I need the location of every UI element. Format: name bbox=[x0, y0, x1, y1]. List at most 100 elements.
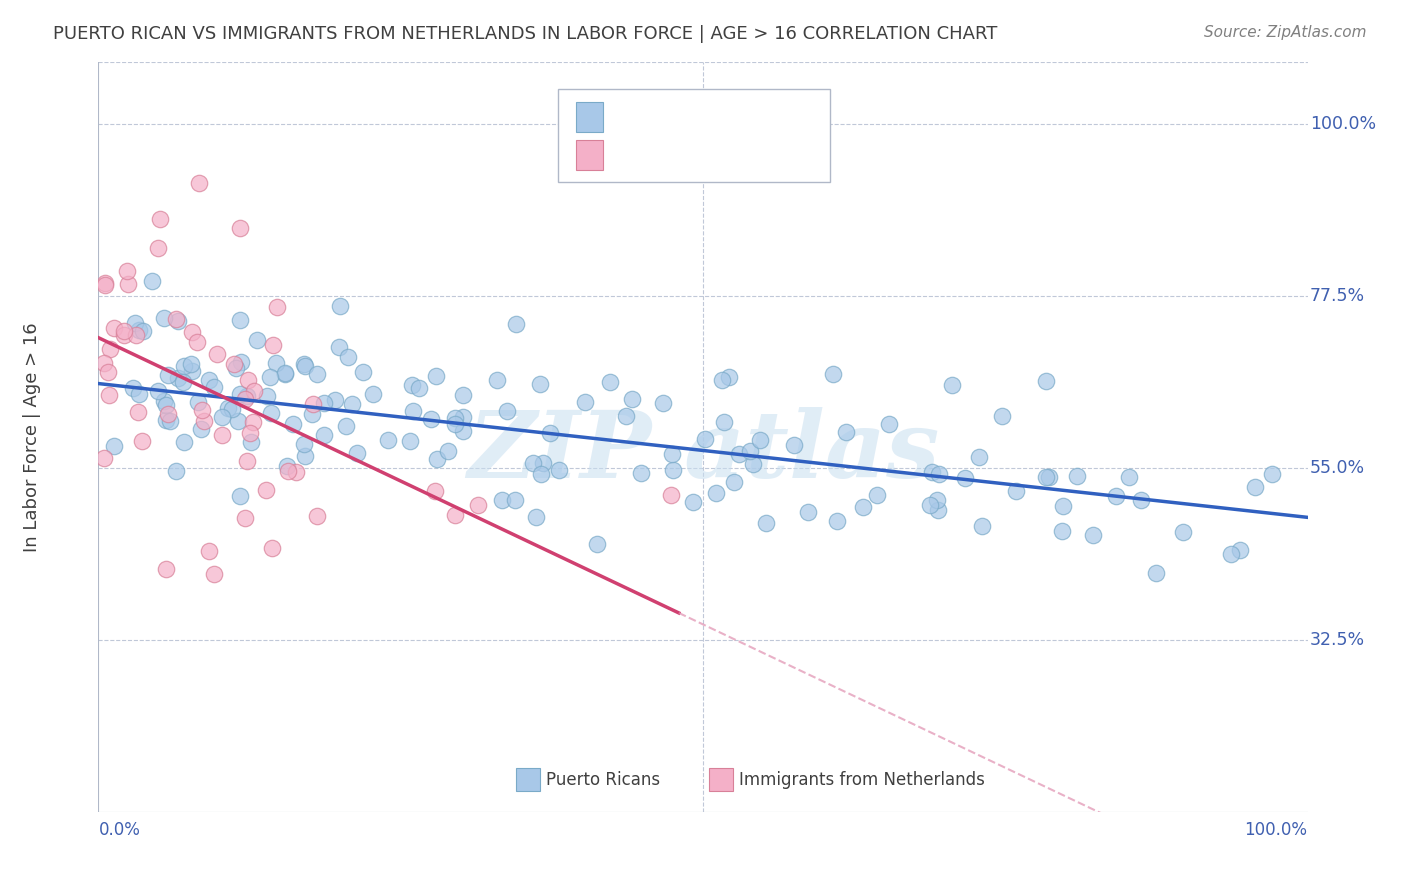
Point bbox=[1050, 524, 1073, 539]
Point bbox=[149, 211, 172, 226]
Point bbox=[165, 464, 187, 478]
Point bbox=[254, 483, 277, 497]
Point bbox=[749, 433, 772, 447]
Point bbox=[132, 324, 155, 338]
Point bbox=[98, 343, 121, 357]
Point bbox=[1229, 543, 1251, 558]
Point bbox=[495, 404, 517, 418]
Point bbox=[827, 514, 849, 528]
Point bbox=[266, 301, 288, 315]
Point bbox=[93, 450, 115, 465]
Bar bbox=[709, 768, 734, 790]
Point bbox=[336, 350, 359, 364]
Point bbox=[157, 368, 180, 383]
Text: N = 145: N = 145 bbox=[725, 108, 806, 126]
Point bbox=[834, 425, 856, 439]
Point bbox=[226, 414, 249, 428]
Point bbox=[352, 365, 374, 379]
Point bbox=[955, 471, 977, 485]
Point bbox=[755, 516, 778, 530]
Text: R =: R = bbox=[613, 145, 651, 163]
Point bbox=[682, 495, 704, 509]
Point bbox=[710, 373, 733, 387]
Point bbox=[235, 389, 257, 403]
Point bbox=[524, 510, 547, 524]
Point bbox=[991, 409, 1014, 424]
Point bbox=[659, 487, 682, 501]
Point bbox=[127, 405, 149, 419]
Point bbox=[96, 365, 118, 379]
Point bbox=[713, 415, 735, 429]
Point bbox=[260, 541, 283, 556]
Point bbox=[276, 458, 298, 473]
Point bbox=[225, 360, 247, 375]
Point bbox=[586, 537, 609, 551]
Point bbox=[202, 380, 225, 394]
Point bbox=[284, 466, 307, 480]
Point bbox=[1005, 483, 1028, 498]
Point bbox=[426, 452, 449, 467]
Point bbox=[599, 375, 621, 389]
Text: R =: R = bbox=[613, 108, 651, 126]
Point bbox=[124, 328, 146, 343]
Point bbox=[211, 428, 233, 442]
Point bbox=[797, 505, 820, 519]
Point bbox=[444, 417, 467, 431]
Point bbox=[740, 443, 762, 458]
Point bbox=[305, 367, 328, 381]
Point bbox=[335, 419, 357, 434]
Point bbox=[193, 414, 215, 428]
Point bbox=[211, 410, 233, 425]
Point bbox=[467, 498, 489, 512]
Point bbox=[246, 333, 269, 347]
Point bbox=[717, 370, 740, 384]
Point bbox=[112, 324, 135, 338]
Point bbox=[238, 373, 260, 387]
Point bbox=[486, 373, 509, 387]
Text: Immigrants from Netherlands: Immigrants from Netherlands bbox=[740, 771, 986, 789]
Point bbox=[967, 450, 990, 464]
Point bbox=[190, 422, 212, 436]
Point bbox=[503, 492, 526, 507]
Text: 0.0%: 0.0% bbox=[98, 821, 141, 838]
Point bbox=[436, 443, 458, 458]
Point bbox=[402, 404, 425, 418]
Point bbox=[112, 327, 135, 342]
Point bbox=[188, 176, 211, 190]
Point bbox=[256, 389, 278, 403]
Point bbox=[159, 414, 181, 428]
Point bbox=[205, 347, 228, 361]
Point bbox=[98, 388, 121, 402]
Point bbox=[186, 334, 208, 349]
Point bbox=[783, 438, 806, 452]
Point bbox=[167, 314, 190, 328]
Point bbox=[198, 543, 221, 558]
Point bbox=[972, 519, 994, 533]
Point bbox=[652, 396, 675, 410]
Point bbox=[728, 447, 751, 461]
Point bbox=[274, 367, 297, 381]
Point bbox=[221, 401, 243, 416]
Point bbox=[229, 386, 252, 401]
Point bbox=[292, 357, 315, 371]
Point bbox=[229, 355, 252, 369]
Point bbox=[340, 397, 363, 411]
Point bbox=[128, 323, 150, 337]
Text: 77.5%: 77.5% bbox=[1310, 286, 1365, 305]
Point bbox=[228, 313, 250, 327]
Point bbox=[927, 503, 949, 517]
Text: ZIP atlas: ZIP atlas bbox=[467, 407, 939, 497]
Point bbox=[305, 509, 328, 524]
Point bbox=[821, 367, 844, 381]
Point bbox=[153, 393, 176, 408]
Point bbox=[1035, 470, 1057, 484]
Text: 100.0%: 100.0% bbox=[1244, 821, 1308, 838]
Text: PUERTO RICAN VS IMMIGRANTS FROM NETHERLANDS IN LABOR FORCE | AGE > 16 CORRELATIO: PUERTO RICAN VS IMMIGRANTS FROM NETHERLA… bbox=[53, 25, 998, 43]
Point bbox=[451, 410, 474, 425]
Point bbox=[294, 450, 316, 464]
Point bbox=[1052, 500, 1074, 514]
Point bbox=[173, 434, 195, 449]
Point bbox=[173, 359, 195, 373]
Point bbox=[197, 374, 219, 388]
Point bbox=[172, 375, 194, 389]
